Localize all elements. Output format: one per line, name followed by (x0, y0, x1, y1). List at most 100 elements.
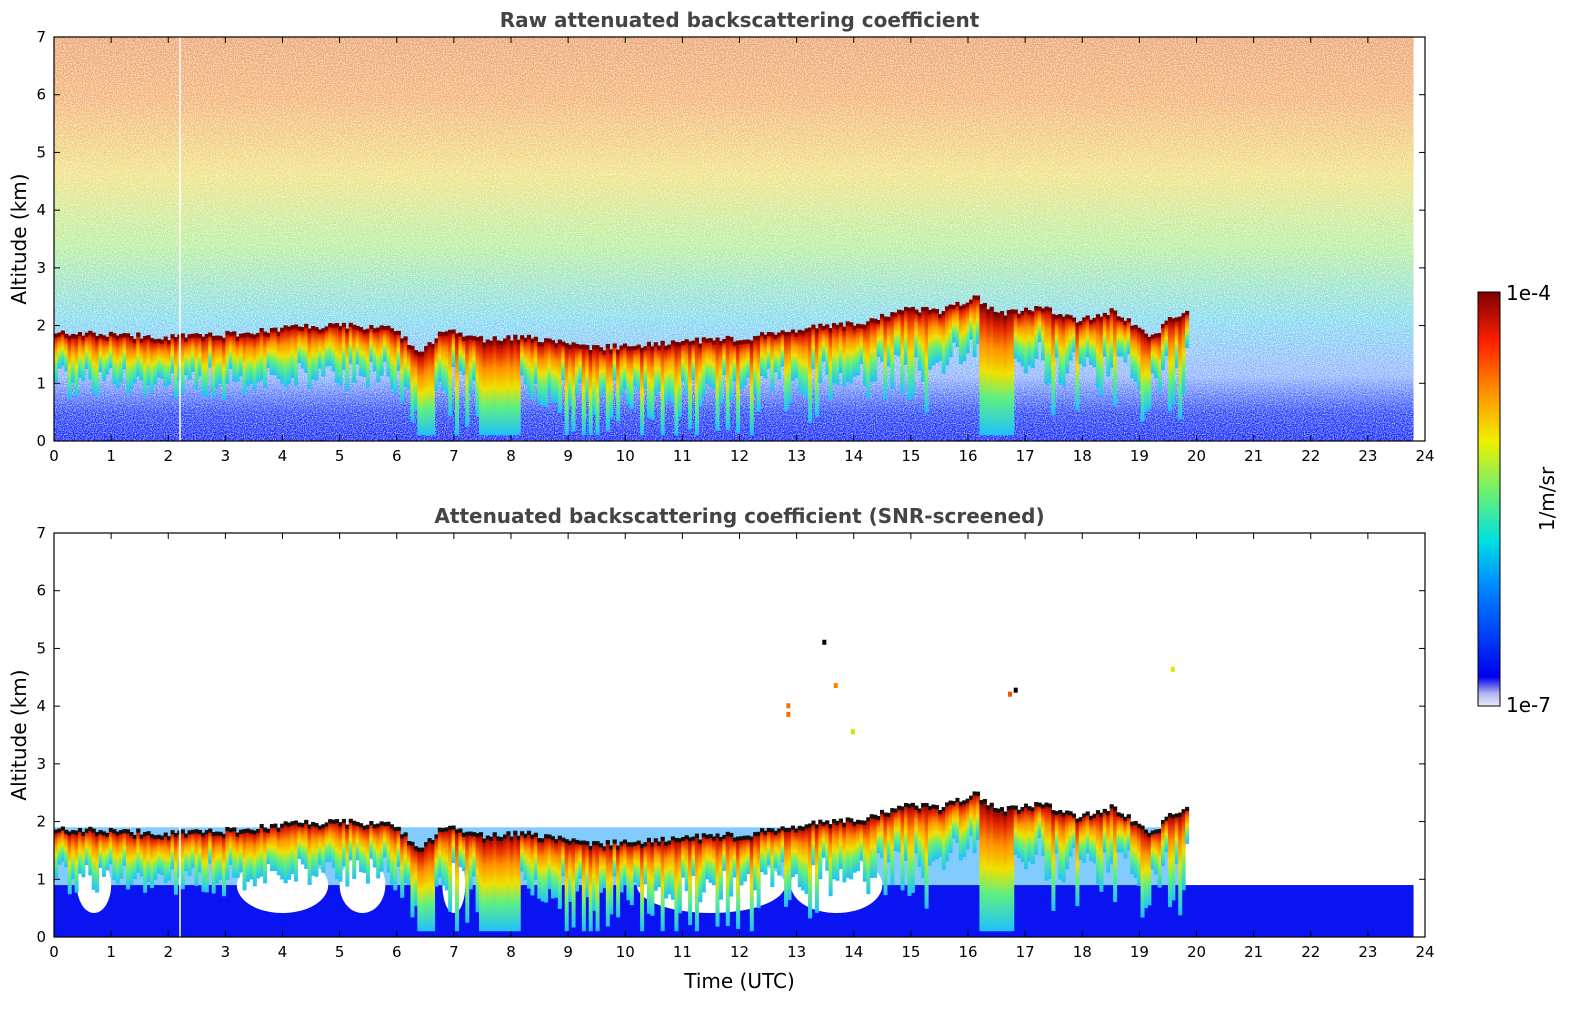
cloud-column (451, 825, 456, 864)
cloud-top-edge (561, 341, 566, 346)
cloud-column (581, 344, 586, 436)
cloud-top-edge (1075, 322, 1080, 327)
cloud-top-edge (657, 345, 662, 350)
cloud-top-edge (424, 346, 429, 351)
cloud-top-edge (407, 345, 412, 350)
cloud-column (533, 336, 538, 384)
x-tick-label: 6 (392, 943, 402, 961)
cloud-column (108, 331, 113, 369)
cloud-column (787, 827, 792, 901)
cloud-column (458, 332, 463, 372)
cloud-column (434, 834, 439, 887)
cloud-column (1143, 333, 1148, 413)
cloud-column (928, 805, 933, 866)
cloud-column (838, 818, 843, 870)
cloud-column (1174, 317, 1179, 368)
cloud-column (146, 335, 151, 386)
cloud-top-edge (149, 834, 154, 839)
cloud-column (876, 320, 881, 358)
cloud-column (828, 824, 833, 897)
cloud-top-edge (379, 325, 384, 330)
cloud-column (420, 847, 425, 932)
x-tick-label: 19 (1130, 943, 1149, 961)
cloud-column (496, 836, 501, 932)
cloud-column (924, 802, 929, 909)
cloud-column (273, 327, 278, 376)
cloud-top-edge (598, 843, 603, 848)
bottom-y-axis-ticks: 0 1 2 3 4 5 6 7 (36, 524, 1425, 946)
x-tick-label: 23 (1358, 447, 1377, 465)
cloud-column (763, 334, 768, 379)
cloud-column (540, 342, 545, 406)
cloud-column (856, 819, 861, 872)
cloud-column (215, 335, 220, 388)
cloud-column (293, 324, 298, 386)
cloud-top-edge (667, 344, 672, 349)
cloud-top-edge (184, 337, 189, 342)
cloud-top-edge (873, 318, 878, 323)
cloud-top-edge (1082, 813, 1087, 818)
cloud-top-edge (904, 802, 909, 807)
cloud-top-edge (249, 829, 254, 834)
cloud-top-edge (235, 336, 240, 341)
cloud-column (489, 836, 494, 932)
cloud-column (451, 329, 456, 368)
cloud-column (444, 827, 449, 891)
cloud-column (187, 830, 192, 876)
cloud-top-edge (1003, 811, 1008, 816)
cloud-top-edge (180, 333, 185, 338)
cloud-column (821, 822, 826, 858)
cloud-top-edge (890, 808, 895, 813)
isolated-return (850, 729, 855, 735)
cloud-top-edge (122, 333, 127, 338)
cloud-column (856, 323, 861, 376)
cloud-top-edge (64, 829, 69, 834)
cloud-column (125, 829, 131, 890)
cloud-column (311, 822, 316, 876)
cloud-column (496, 340, 501, 436)
cloud-top-edge (383, 822, 388, 827)
cloud-top-edge (633, 841, 638, 846)
cloud-column (646, 341, 651, 418)
cloud-column (321, 824, 326, 873)
cloud-top-edge (557, 339, 562, 344)
cloud-column (609, 349, 614, 419)
cloud-top-edge (914, 805, 919, 810)
x-tick-label: 13 (787, 943, 806, 961)
cloud-top-edge (1044, 802, 1049, 807)
cloud-top-edge (969, 795, 974, 800)
cloud-column (163, 832, 168, 883)
cloud-top-edge (88, 330, 93, 335)
colorbar-max-label: 1e-4 (1506, 281, 1551, 305)
cloud-column (934, 309, 939, 364)
cloud-top-edge (732, 341, 737, 346)
cloud-column (633, 841, 638, 883)
cloud-column (187, 334, 192, 380)
cloud-top-edge (784, 332, 789, 337)
cloud-column (1010, 309, 1015, 436)
cloud-top-edge (763, 830, 768, 835)
cloud-column (197, 334, 202, 377)
cloud-column (1157, 333, 1162, 392)
cloud-top-edge (1130, 325, 1135, 330)
cloud-top-edge (1034, 306, 1039, 311)
cloud-column (838, 322, 843, 374)
cloud-top-edge (585, 345, 590, 350)
cloud-top-edge (204, 334, 209, 339)
cloud-column (904, 306, 909, 365)
cloud-top-edge (1037, 802, 1042, 807)
cloud-column (972, 791, 977, 853)
cloud-column (263, 827, 268, 884)
cloud-column (520, 831, 525, 872)
cloud-column (914, 309, 919, 358)
cloud-column (1068, 811, 1073, 857)
cloud-top-edge (568, 840, 573, 845)
cloud-column (393, 827, 398, 891)
cloud-top-edge (413, 350, 418, 355)
cloud-column (526, 830, 532, 889)
cloud-top-edge (441, 828, 446, 833)
isolated-return (786, 703, 791, 709)
cloud-column (1181, 313, 1186, 395)
cloud-top-edge (955, 301, 960, 306)
cloud-column (1006, 806, 1011, 932)
